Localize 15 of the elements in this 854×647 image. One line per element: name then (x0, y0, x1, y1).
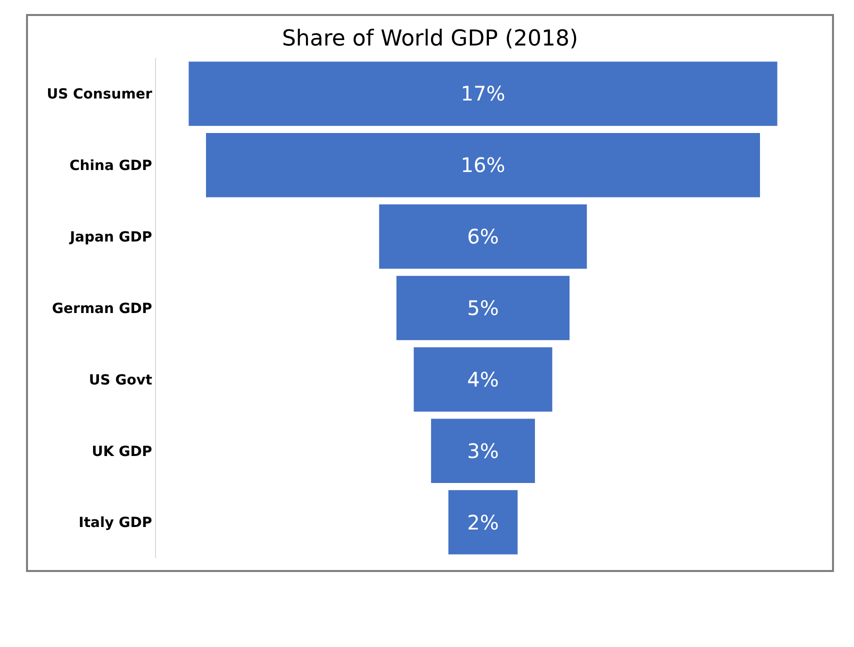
category-label: US Govt (88, 372, 152, 388)
category-label: US Consumer (46, 86, 152, 103)
text: Share of World GDP (2018) (282, 26, 578, 52)
category-label: German GDP (52, 300, 152, 317)
data-label: 4% (467, 367, 499, 392)
category-label: Italy GDP (78, 515, 152, 532)
data-label: 5% (467, 296, 499, 320)
data-label: 6% (467, 224, 499, 249)
category-label: China GDP (69, 158, 152, 174)
data-label: 17% (460, 82, 506, 106)
data-label: 3% (467, 438, 499, 463)
data-label: 16% (460, 153, 506, 178)
category-label: Japan GDP (68, 229, 152, 246)
data-label: 2% (467, 510, 499, 534)
category-label: UK GDP (92, 444, 152, 460)
